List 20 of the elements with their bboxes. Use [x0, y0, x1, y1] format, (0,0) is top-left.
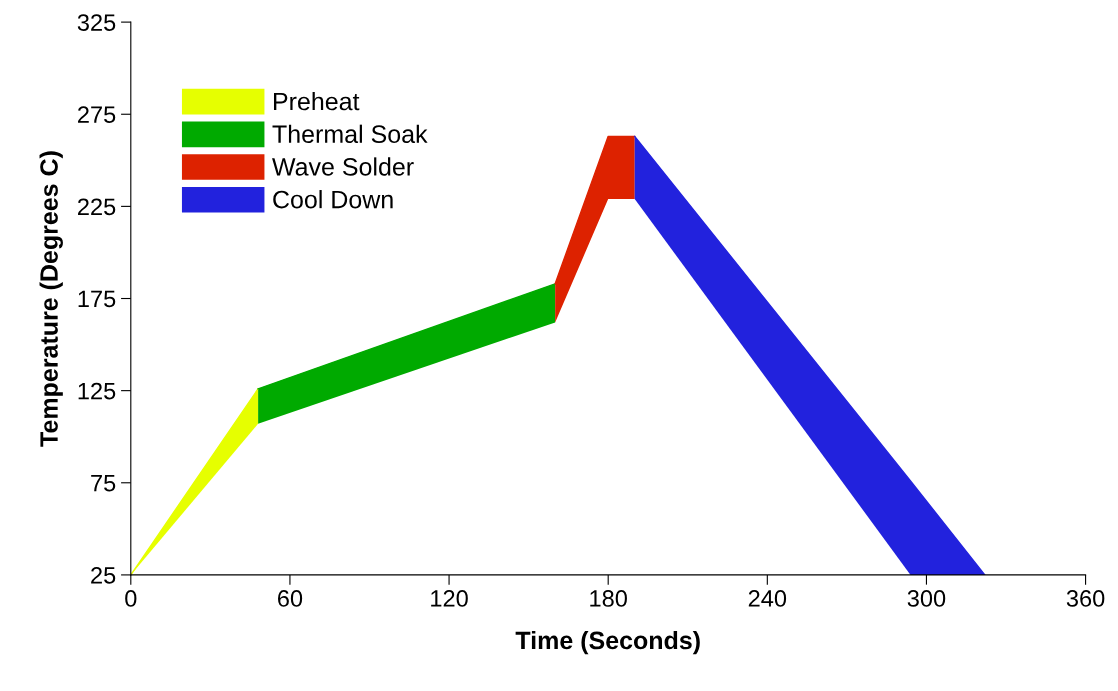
y-tick-label: 125 [78, 382, 116, 400]
x-tick-label: 360 [1066, 590, 1105, 607]
y-tick-label: 25 [91, 566, 116, 584]
x-tick-label: 120 [431, 590, 468, 607]
legend-label: Thermal Soak [272, 124, 428, 144]
y-tick-label: 275 [78, 106, 116, 124]
y-tick-label: 325 [77, 14, 116, 31]
x-tick-label: 240 [748, 590, 787, 607]
x-axis-title: Time (Seconds) [515, 630, 700, 655]
y-tick-label: 225 [78, 198, 116, 216]
legend-label: Wave Solder [272, 157, 414, 176]
legend-label: Cool Down [273, 190, 393, 209]
x-tick-label: 60 [278, 590, 303, 607]
x-tick-label: 300 [907, 590, 946, 607]
y-tick-label: 175 [78, 290, 116, 308]
x-tick-label: 180 [590, 590, 627, 607]
x-tick-label: 0 [125, 590, 137, 607]
y-axis-title: Temperature (Degrees C) [39, 151, 63, 447]
legend-label: Preheat [274, 91, 360, 111]
y-tick-label: 75 [91, 475, 116, 492]
